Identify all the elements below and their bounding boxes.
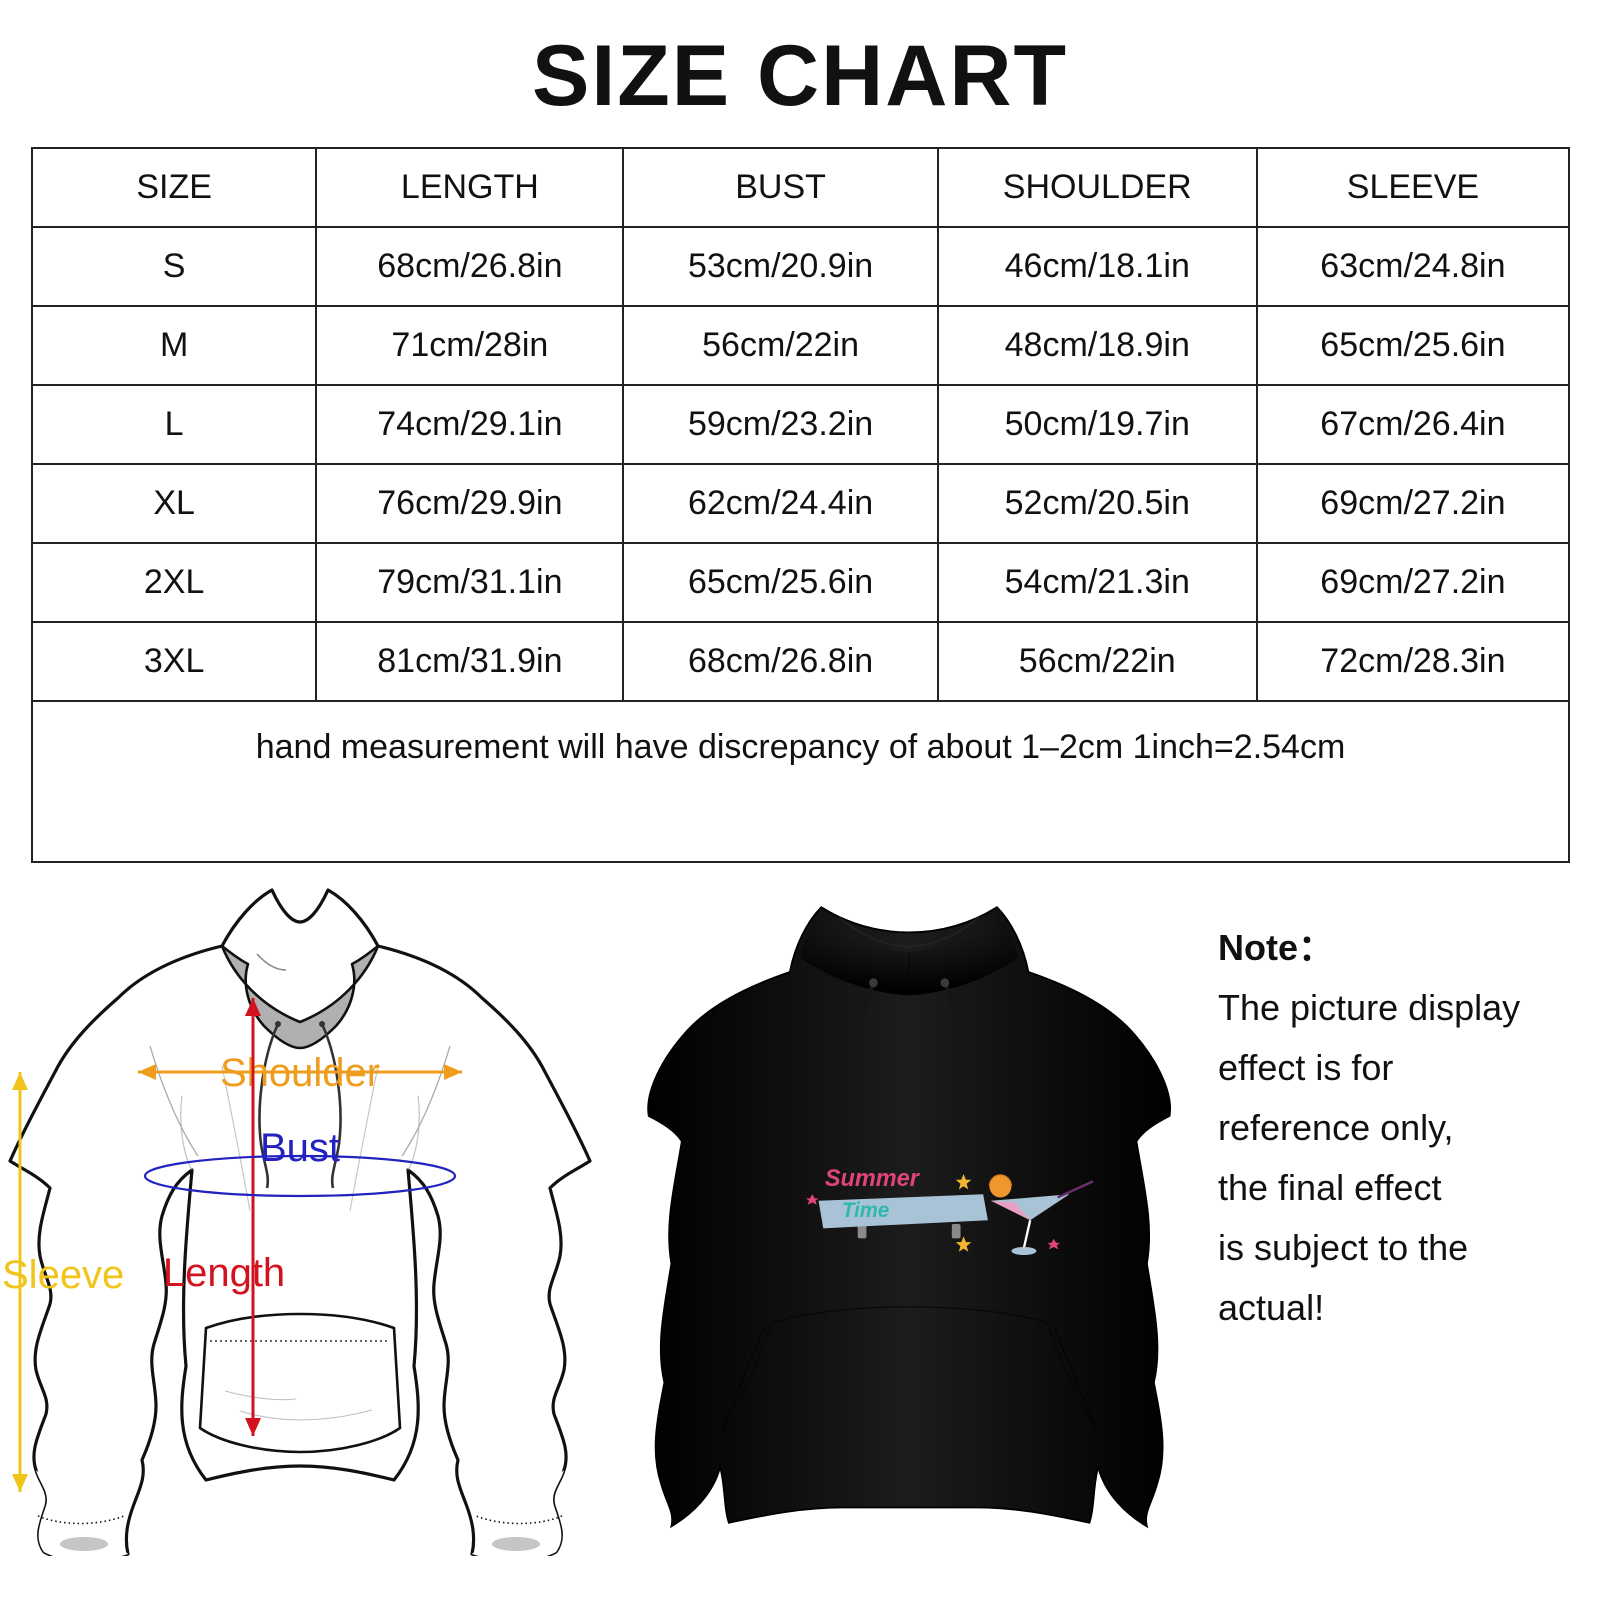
svg-text:Bust: Bust: [260, 1126, 340, 1170]
svg-text:Time: Time: [842, 1199, 889, 1222]
svg-text:Sleeve: Sleeve: [2, 1253, 124, 1297]
svg-text:Summer: Summer: [825, 1165, 921, 1192]
svg-text:Length: Length: [163, 1251, 285, 1295]
svg-text:Shoulder: Shoulder: [220, 1051, 380, 1095]
